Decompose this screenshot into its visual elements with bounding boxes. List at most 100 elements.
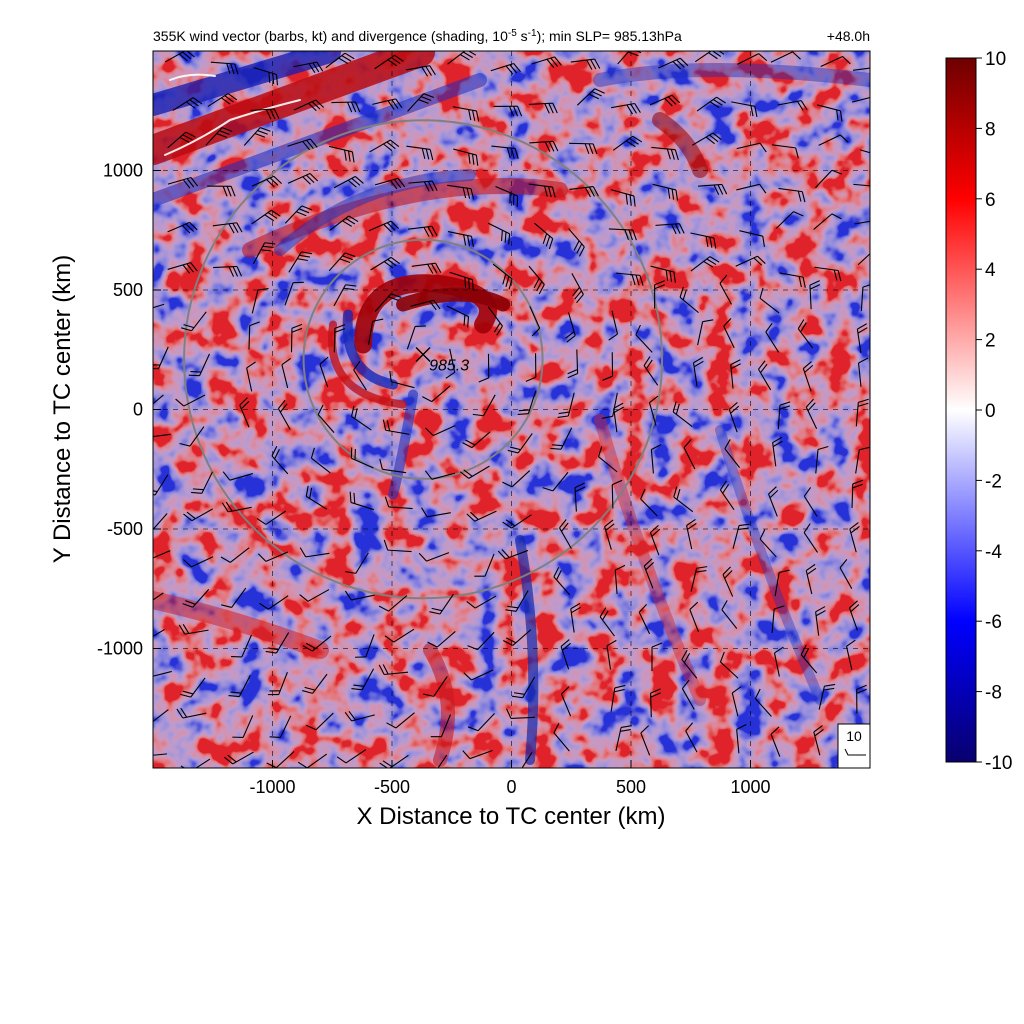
wind-barb [153, 670, 172, 677]
wind-barb [243, 127, 271, 146]
wind-barb [736, 724, 747, 754]
wind-barb [610, 189, 636, 207]
wind-barb [153, 433, 171, 438]
wind-barb [302, 635, 332, 652]
wind-barb [608, 228, 637, 241]
wind-barb [253, 67, 279, 86]
wind-barb [207, 185, 236, 197]
wind-barb [372, 98, 403, 110]
wind-barb [565, 312, 576, 343]
wind-barb [378, 595, 408, 612]
wind-barb [550, 427, 573, 450]
wind-barb [658, 57, 689, 70]
wind-barb [650, 265, 676, 283]
wind-barb [221, 587, 247, 609]
y-tick-label: -500 [107, 519, 143, 539]
wind-barb [690, 256, 720, 272]
colorbar-ticks: 10 8 6 4 2 0 -2 -4 -6 -8 -10 [976, 49, 1012, 774]
wind-barb [777, 401, 791, 430]
wind-barb [389, 370, 415, 389]
wind-barb [331, 101, 361, 113]
wind-barb [437, 754, 448, 768]
wind-barb [778, 187, 806, 203]
y-tick-label: 1000 [103, 161, 143, 181]
wind-barb [599, 607, 615, 637]
colorbar-tick-label: 2 [985, 331, 996, 352]
wind-barb [459, 465, 490, 479]
wind-barb [293, 99, 325, 112]
wind-barb [191, 471, 214, 494]
wind-barb [689, 601, 700, 633]
wind-barb [259, 595, 289, 610]
wind-barb [528, 102, 558, 114]
colorbar-tick-label: -4 [985, 542, 1002, 563]
wind-barb [672, 401, 693, 427]
wind-barb [462, 431, 491, 449]
divergence-band [354, 274, 497, 354]
chart-title: 355K wind vector (barbs, kt) and diverge… [153, 28, 682, 44]
wind-barb [210, 61, 239, 75]
wind-barb [290, 323, 303, 353]
wind-barb [731, 101, 758, 117]
wind-barb [178, 623, 209, 635]
wind-barb [493, 105, 523, 117]
wind-barb [815, 445, 829, 474]
wind-barb [369, 139, 400, 153]
wind-barb [222, 471, 254, 481]
wind-barb [250, 108, 280, 120]
colorbar-tick-label: 0 [985, 401, 996, 422]
wind-barb [179, 426, 205, 447]
wind-barb [652, 183, 679, 201]
wind-barb [576, 88, 605, 106]
wind-barb [690, 566, 708, 592]
wind-barb [681, 649, 698, 679]
wind-barb [384, 628, 415, 643]
y-tick-label: -1000 [97, 639, 143, 659]
divergence-band [515, 535, 539, 765]
wind-barb [319, 356, 329, 388]
wind-barb [635, 324, 653, 353]
wind-barb [719, 480, 735, 511]
wind-barb [430, 714, 451, 738]
wind-barb [466, 595, 497, 609]
wind-barb [851, 96, 870, 103]
wind-barb [815, 606, 826, 636]
radius-circle [302, 238, 544, 480]
wind-barb [800, 644, 818, 674]
wind-barb [817, 104, 843, 122]
wind-barb [651, 642, 663, 671]
wind-barb [610, 684, 626, 712]
wind-barb [649, 524, 661, 556]
wind-barb [153, 709, 169, 723]
divergence-shading [153, 51, 870, 768]
wind-barb [167, 262, 198, 274]
wind-barb [350, 447, 374, 469]
wind-barb [809, 280, 821, 310]
wind-barb [568, 228, 585, 257]
colorbar-tick-label: -2 [985, 471, 1002, 492]
wind-barb [153, 628, 165, 637]
colorbar-gradient [945, 57, 977, 763]
wind-barb [649, 94, 681, 107]
wind-barb [529, 306, 541, 337]
wind-barb [770, 726, 781, 757]
wind-barb [205, 127, 233, 146]
wind-barb [374, 54, 404, 70]
wind-barb [845, 639, 856, 670]
wind-barb [418, 552, 450, 562]
wind-barb [719, 651, 739, 679]
wind-barb [351, 668, 375, 691]
wind-barb [732, 523, 750, 549]
wind-barb [612, 135, 643, 151]
wind-barb [569, 142, 598, 155]
wind-barb [167, 176, 199, 189]
wind-barb [422, 385, 451, 403]
wind-barb [406, 325, 426, 350]
wind-barb [267, 671, 288, 696]
wind-barb [446, 305, 470, 328]
wind-barb [256, 510, 287, 525]
y-axis-ticks: 1000 500 0 -500 -1000 [97, 161, 161, 659]
wind-barb [466, 510, 497, 522]
wind-barb [739, 230, 765, 247]
wind-barb [355, 634, 375, 658]
